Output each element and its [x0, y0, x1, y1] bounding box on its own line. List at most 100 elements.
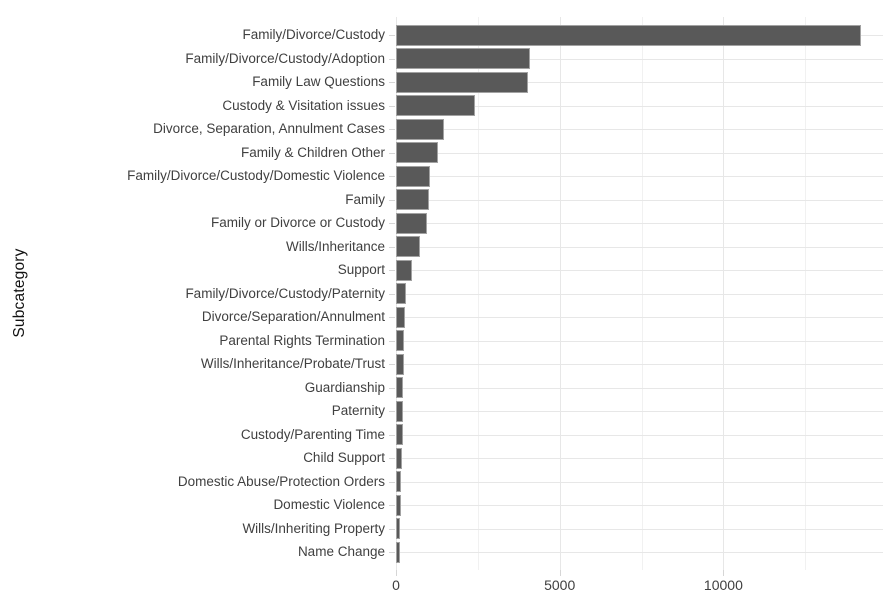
bar: [396, 24, 861, 46]
bar: [396, 212, 428, 234]
y-axis-tick: [389, 387, 395, 389]
category-label: Custody/Parenting Time: [240, 426, 385, 442]
y-axis-tick: [389, 528, 395, 530]
bar: [396, 541, 400, 563]
row-gridline: [396, 434, 883, 436]
bar: [396, 377, 404, 399]
bar: [396, 95, 476, 117]
row-gridline: [396, 270, 883, 272]
bar: [396, 283, 407, 305]
x-axis-tick: [396, 570, 397, 576]
category-label: Family: [345, 191, 385, 207]
y-axis-tick: [389, 293, 395, 295]
y-axis-tick: [389, 505, 395, 507]
y-axis-tick: [389, 340, 395, 342]
bar: [396, 48, 530, 70]
y-axis-tick: [389, 364, 395, 366]
x-tick-label: 10000: [703, 577, 743, 593]
y-axis-tick: [389, 82, 395, 84]
row-gridline: [396, 340, 883, 342]
bar: [396, 400, 403, 422]
x-axis-tick: [559, 570, 561, 576]
row-gridline: [396, 58, 883, 60]
bar: [396, 447, 403, 469]
bar: [396, 494, 401, 516]
row-gridline: [396, 129, 883, 131]
y-axis-tick: [389, 176, 395, 178]
category-label: Divorce/Separation/Annulment: [201, 309, 385, 325]
bar: [396, 165, 430, 187]
category-label: Custody & Visitation issues: [222, 97, 385, 113]
y-axis-tick: [389, 246, 395, 248]
y-axis-tick: [389, 481, 395, 483]
category-label: Family/Divorce/Custody/Adoption: [185, 50, 385, 66]
y-axis-tick: [389, 270, 395, 272]
row-gridline: [396, 387, 883, 389]
y-axis-tick: [389, 317, 395, 319]
y-axis-tick: [389, 58, 395, 60]
bar: [396, 518, 401, 540]
y-axis-tick: [389, 411, 395, 413]
category-label: Family or Divorce or Custody: [210, 215, 385, 231]
bar: [396, 259, 412, 281]
y-axis-tick: [389, 434, 395, 436]
major-gridline: [723, 17, 725, 570]
y-axis-tick: [389, 199, 395, 201]
bar: [396, 471, 402, 493]
y-axis-tick: [389, 458, 395, 460]
minor-gridline: [477, 17, 479, 570]
category-label: Family/Divorce/Custody: [242, 27, 385, 42]
bar: [396, 118, 445, 140]
category-label: Guardianship: [304, 379, 385, 395]
x-tick-label: 0: [392, 577, 400, 593]
row-gridline: [396, 481, 883, 483]
row-gridline: [396, 223, 883, 225]
category-label: Name Change: [297, 544, 385, 560]
bar: [396, 142, 438, 164]
y-axis-tick: [389, 35, 395, 36]
category-label: Child Support: [303, 450, 385, 466]
minor-gridline: [805, 17, 807, 570]
row-gridline: [396, 528, 883, 530]
row-gridline: [396, 105, 883, 107]
bar: [396, 189, 429, 211]
bar: [396, 330, 404, 352]
row-gridline: [396, 246, 883, 248]
row-gridline: [396, 505, 883, 507]
category-label: Family/Divorce/Custody/Domestic Violence: [127, 168, 385, 184]
bar: [396, 353, 404, 375]
row-gridline: [396, 176, 883, 178]
row-gridline: [396, 411, 883, 413]
category-label: Parental Rights Termination: [219, 332, 385, 348]
category-label: Domestic Abuse/Protection Orders: [177, 473, 385, 489]
bar: [396, 306, 405, 328]
row-gridline: [396, 199, 883, 201]
category-label: Wills/Inheritance: [285, 238, 385, 254]
y-axis-tick: [389, 152, 395, 154]
row-gridline: [396, 293, 883, 295]
row-gridline: [396, 152, 883, 154]
row-gridline: [396, 364, 883, 366]
bar: [396, 71, 528, 93]
category-label: Divorce, Separation, Annulment Cases: [153, 121, 385, 137]
y-axis-tick: [389, 129, 395, 131]
y-axis-tick: [389, 105, 395, 107]
x-tick-label: 5000: [544, 577, 576, 593]
minor-gridline: [641, 17, 643, 570]
x-axis-tick: [723, 570, 725, 576]
category-label: Family/Divorce/Custody/Paternity: [185, 285, 385, 301]
category-label: Family & Children Other: [240, 144, 385, 160]
y-axis-tick: [389, 223, 395, 225]
category-label: Family Law Questions: [252, 74, 385, 90]
major-gridline: [559, 17, 561, 570]
row-gridline: [396, 458, 883, 460]
row-gridline: [396, 552, 883, 554]
bar: [396, 236, 421, 258]
row-gridline: [396, 82, 883, 84]
row-gridline: [396, 317, 883, 319]
category-label: Domestic Violence: [273, 497, 385, 513]
